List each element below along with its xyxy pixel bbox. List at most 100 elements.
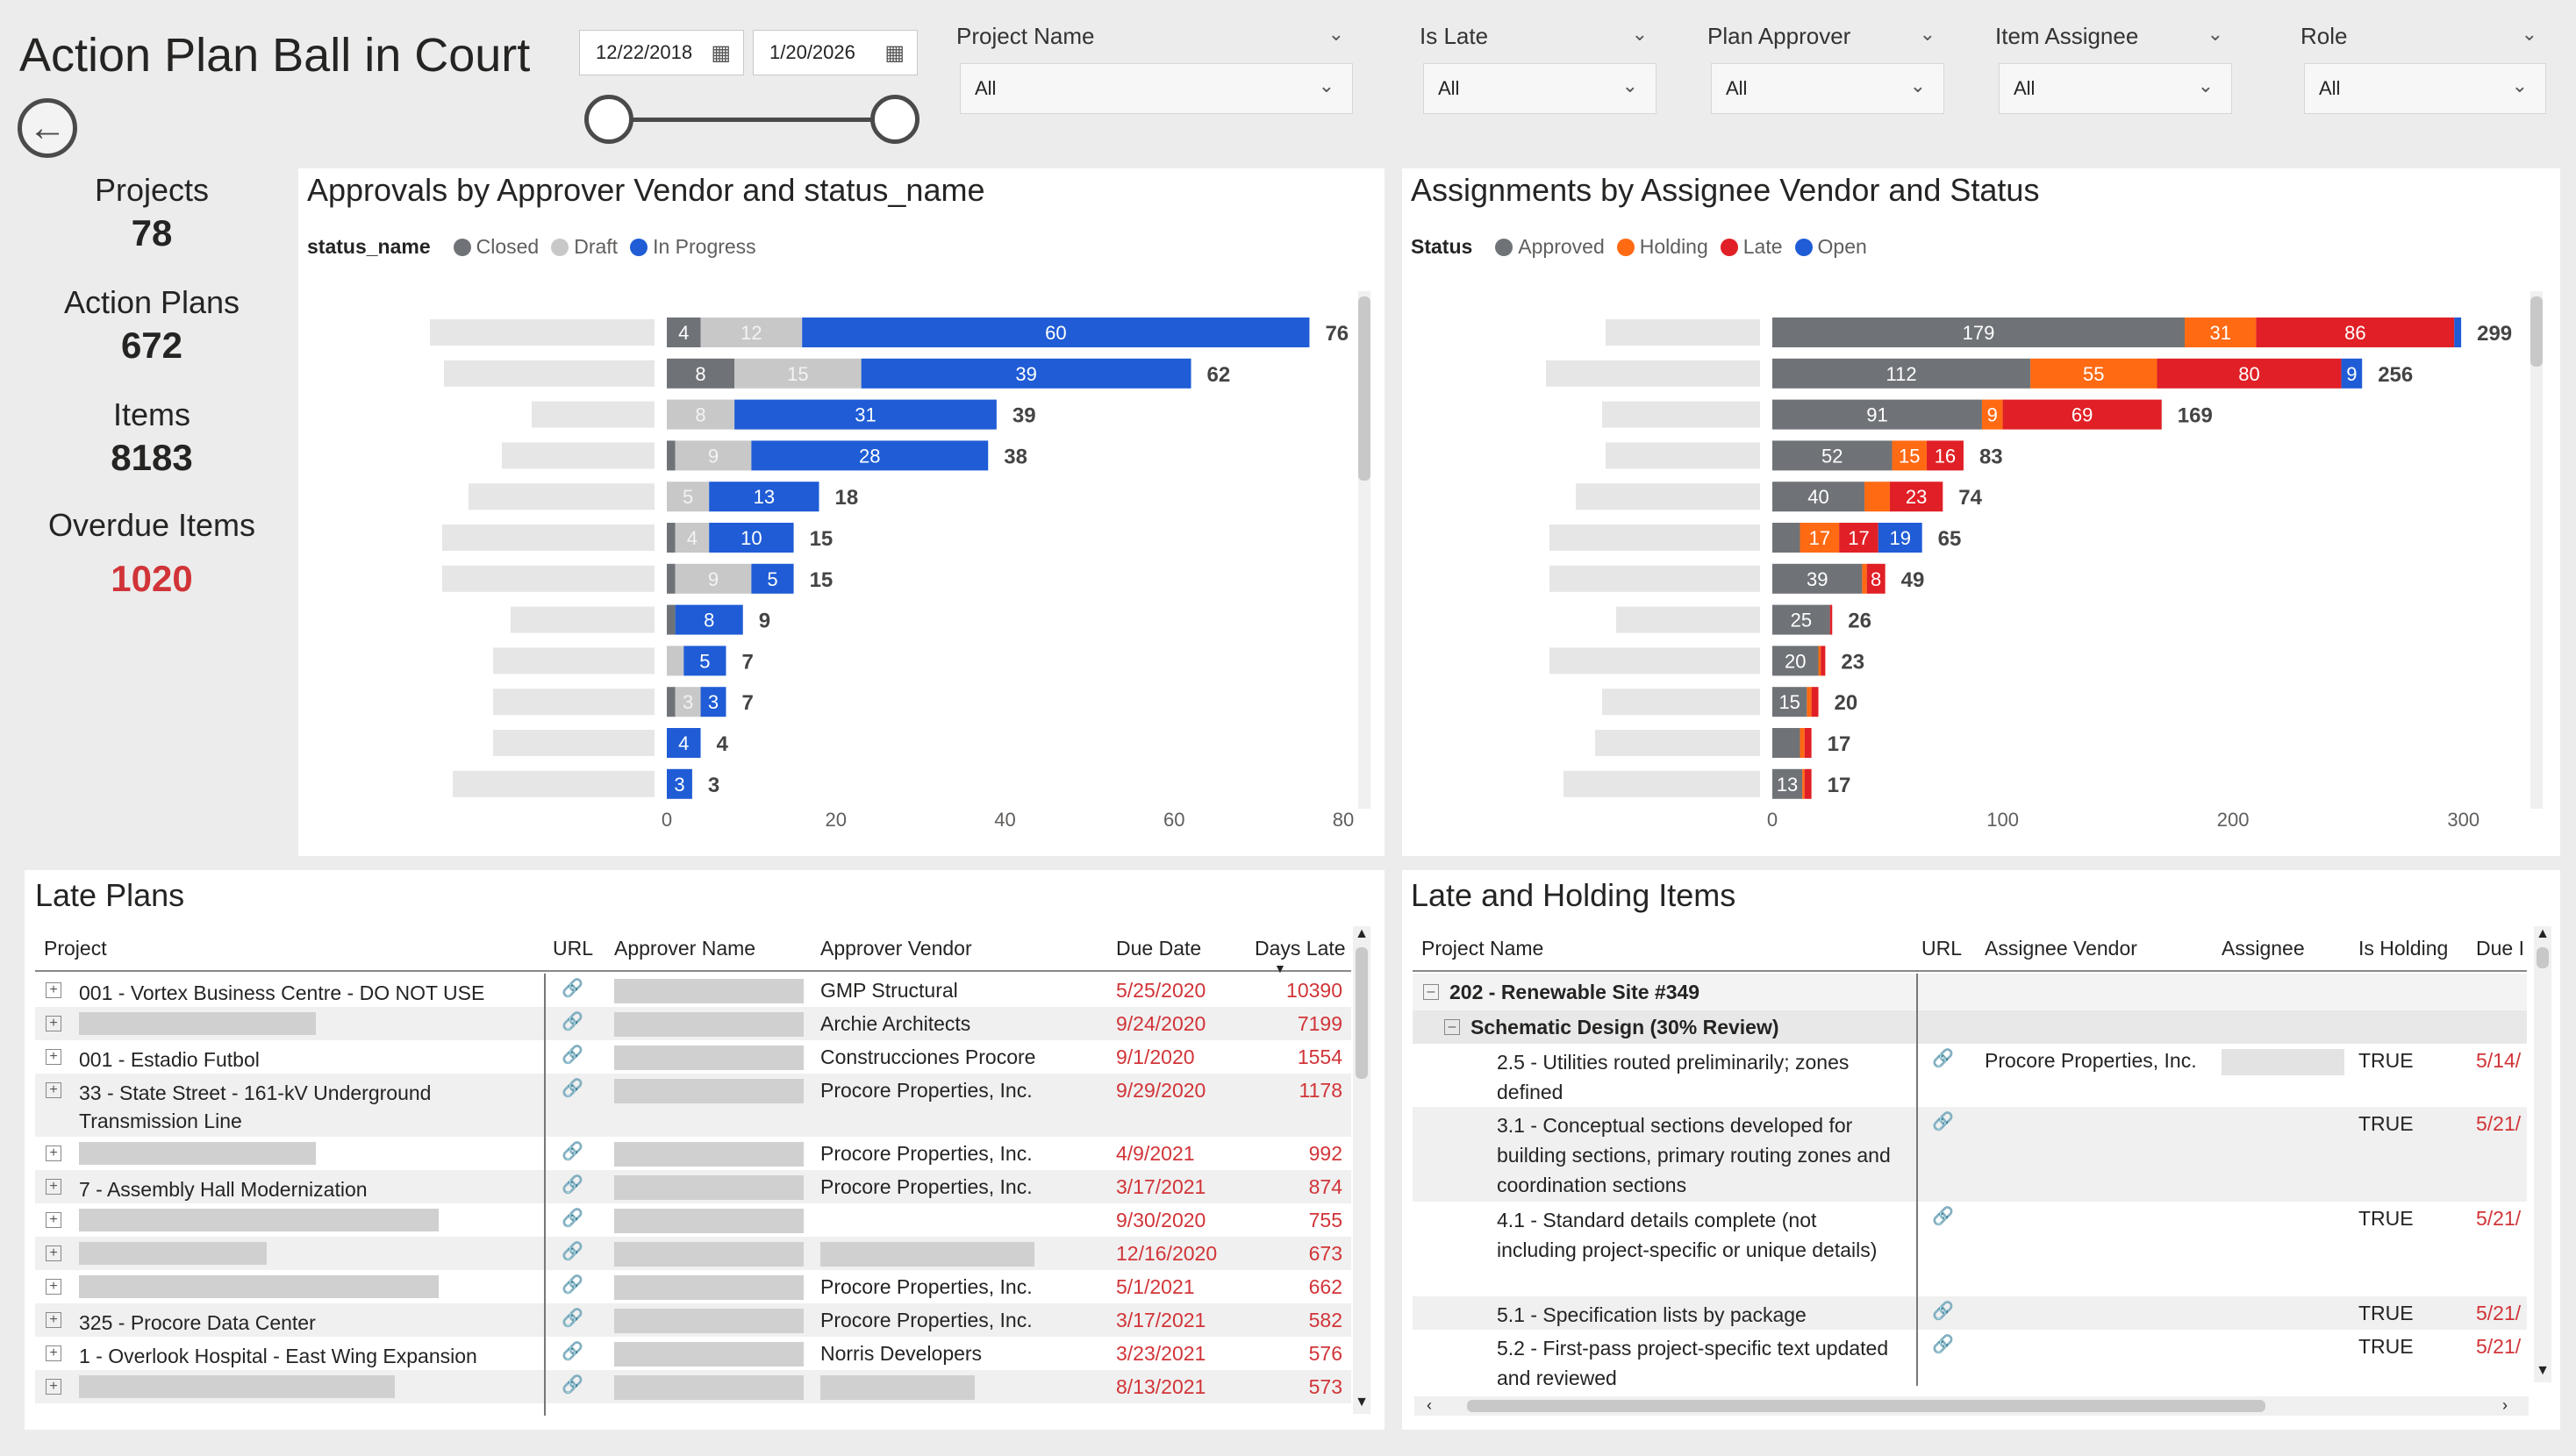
filter-label-3[interactable]: Item Assignee ⌄: [1995, 23, 2241, 50]
col-assignee-vendor[interactable]: Assignee Vendor: [1985, 937, 2137, 960]
bar-segment-in-progress[interactable]: [700, 687, 726, 717]
bar-segment-open[interactable]: [2341, 358, 2363, 389]
filter-select-0[interactable]: All ⌄: [960, 63, 1353, 114]
chevron-down-icon[interactable]: ⌄: [2511, 75, 2528, 96]
col-url[interactable]: URL: [1921, 937, 1963, 960]
scroll-up-icon[interactable]: ▲: [2536, 926, 2550, 941]
bar-segment-approved[interactable]: [1772, 318, 2186, 347]
chart-scroll-thumb[interactable]: [1358, 296, 1370, 481]
expand-icon[interactable]: +: [46, 1379, 61, 1395]
bar-segment-closed[interactable]: [667, 358, 735, 389]
filter-label-0[interactable]: Project Name ⌄: [956, 23, 1362, 50]
bar-segment-late[interactable]: [1804, 728, 1812, 758]
filter-label-1[interactable]: Is Late ⌄: [1420, 23, 1665, 50]
bar-segment-late[interactable]: [1926, 440, 1964, 471]
link-icon[interactable]: 🔗: [1932, 1335, 1954, 1354]
table-row[interactable]: + 🔗 Procore Properties, Inc. 4/9/2021 992: [35, 1137, 1351, 1170]
chevron-down-icon[interactable]: ⌄: [1327, 23, 1344, 45]
expand-icon[interactable]: +: [46, 1279, 61, 1295]
link-icon[interactable]: 🔗: [562, 979, 583, 998]
bar-segment-draft[interactable]: [667, 646, 684, 676]
slider-start-handle[interactable]: [584, 95, 633, 144]
collapse-icon[interactable]: –: [1423, 984, 1439, 1000]
table-row[interactable]: 5.1 - Specification lists by package 🔗 TRU…: [1413, 1296, 2527, 1330]
table-row[interactable]: +325 - Procore Data Center 🔗 Procore Prope…: [35, 1303, 1351, 1337]
bar-segment-draft[interactable]: [675, 440, 752, 471]
table-row[interactable]: +7 - Assembly Hall Modernization 🔗 Procore…: [35, 1170, 1351, 1203]
bar-segment-approved[interactable]: [1772, 399, 1982, 430]
table-row[interactable]: + 🔗 9/30/2020 755: [35, 1203, 1351, 1237]
link-icon[interactable]: 🔗: [562, 1046, 583, 1065]
bar-segment-closed[interactable]: [667, 604, 676, 635]
expand-icon[interactable]: +: [46, 1082, 61, 1098]
bar-segment-holding[interactable]: [1892, 440, 1927, 471]
bar-segment-open[interactable]: [2454, 318, 2462, 347]
chart-scroll-thumb[interactable]: [2530, 296, 2543, 367]
late-plans-scroll-thumb[interactable]: [1356, 947, 1368, 1079]
chevron-down-icon[interactable]: ⌄: [1318, 75, 1335, 96]
late-holding-hscrollbar[interactable]: ‹ ›: [1414, 1396, 2529, 1416]
link-icon[interactable]: 🔗: [562, 1375, 583, 1395]
bar-segment-approved[interactable]: [1772, 768, 1803, 799]
back-button[interactable]: ←: [18, 98, 77, 158]
legend-open[interactable]: Open: [1817, 235, 1867, 258]
expand-icon[interactable]: +: [46, 1312, 61, 1328]
bar-segment-in-progress[interactable]: [709, 523, 794, 553]
table-row[interactable]: 3.1 - Conceptual sections developed for …: [1413, 1107, 2527, 1202]
bar-segment-late[interactable]: [2157, 358, 2342, 389]
bar-segment-approved[interactable]: [1772, 563, 1863, 594]
bar-segment-late[interactable]: [1804, 768, 1812, 799]
bar-segment-holding[interactable]: [1802, 768, 1805, 799]
filter-select-4[interactable]: All ⌄: [2304, 63, 2546, 114]
chevron-down-icon[interactable]: ⌄: [2521, 23, 2537, 45]
col-assignee[interactable]: Assignee: [2222, 937, 2305, 960]
col-project[interactable]: Project: [44, 937, 107, 960]
link-icon[interactable]: 🔗: [1932, 1049, 1954, 1068]
bar-segment-in-progress[interactable]: [683, 646, 726, 676]
bar-segment-approved[interactable]: [1772, 646, 1819, 676]
bar-segment-approved[interactable]: [1772, 728, 1800, 758]
scroll-left-icon[interactable]: ‹: [1427, 1396, 1432, 1414]
bar-segment-approved[interactable]: [1772, 358, 2031, 389]
filter-label-2[interactable]: Plan Approver ⌄: [1707, 23, 1953, 50]
bar-segment-late[interactable]: [1839, 523, 1878, 553]
late-plans-scrollbar[interactable]: ▲ ▼: [1353, 926, 1370, 1414]
col-project-name[interactable]: Project Name: [1421, 937, 1544, 960]
table-row[interactable]: + 🔗 Archie Architects 9/24/2020 7199: [35, 1007, 1351, 1040]
bar-segment-late[interactable]: [1866, 563, 1885, 594]
bar-segment-late[interactable]: [1811, 687, 1819, 717]
bar-segment-approved[interactable]: [1772, 604, 1830, 635]
bar-segment-closed[interactable]: [667, 523, 676, 553]
link-icon[interactable]: 🔗: [562, 1275, 583, 1295]
legend-in-progress[interactable]: In Progress: [653, 235, 756, 258]
link-icon[interactable]: 🔗: [562, 1012, 583, 1031]
col-approver-vendor[interactable]: Approver Vendor: [820, 937, 972, 960]
bar-segment-in-progress[interactable]: [861, 358, 1191, 389]
expand-icon[interactable]: +: [46, 982, 61, 998]
bar-segment-closed[interactable]: [667, 563, 676, 594]
link-icon[interactable]: 🔗: [562, 1309, 583, 1328]
bar-segment-holding[interactable]: [1800, 523, 1840, 553]
bar-segment-holding[interactable]: [1862, 563, 1867, 594]
scroll-down-icon[interactable]: ▼: [2536, 1363, 2550, 1378]
late-holding-scrollbar[interactable]: ▲ ▼: [2534, 926, 2551, 1382]
col-url[interactable]: URL: [553, 937, 594, 960]
bar-segment-late[interactable]: [1821, 646, 1826, 676]
bar-segment-closed[interactable]: [667, 318, 701, 347]
bar-segment-draft[interactable]: [667, 399, 735, 430]
bar-segment-holding[interactable]: [1864, 482, 1890, 512]
bar-segment-late[interactable]: [2256, 318, 2455, 347]
table-row[interactable]: 4.1 - Standard details complete (not inc…: [1413, 1202, 2527, 1296]
expand-icon[interactable]: +: [46, 1146, 61, 1161]
bar-segment-in-progress[interactable]: [667, 768, 692, 799]
bar-segment-draft[interactable]: [675, 563, 752, 594]
link-icon[interactable]: 🔗: [562, 1175, 583, 1195]
bar-segment-approved[interactable]: [1772, 687, 1807, 717]
col-is-holding[interactable]: Is Holding: [2358, 937, 2449, 960]
expand-icon[interactable]: +: [46, 1016, 61, 1031]
col-due-date[interactable]: Due Date: [1116, 937, 1202, 960]
bar-segment-draft[interactable]: [675, 523, 710, 553]
bar-segment-in-progress[interactable]: [675, 604, 743, 635]
chevron-down-icon[interactable]: ⌄: [1631, 23, 1648, 45]
table-row[interactable]: 5.2 - First-pass project-specific text u…: [1413, 1330, 2527, 1386]
